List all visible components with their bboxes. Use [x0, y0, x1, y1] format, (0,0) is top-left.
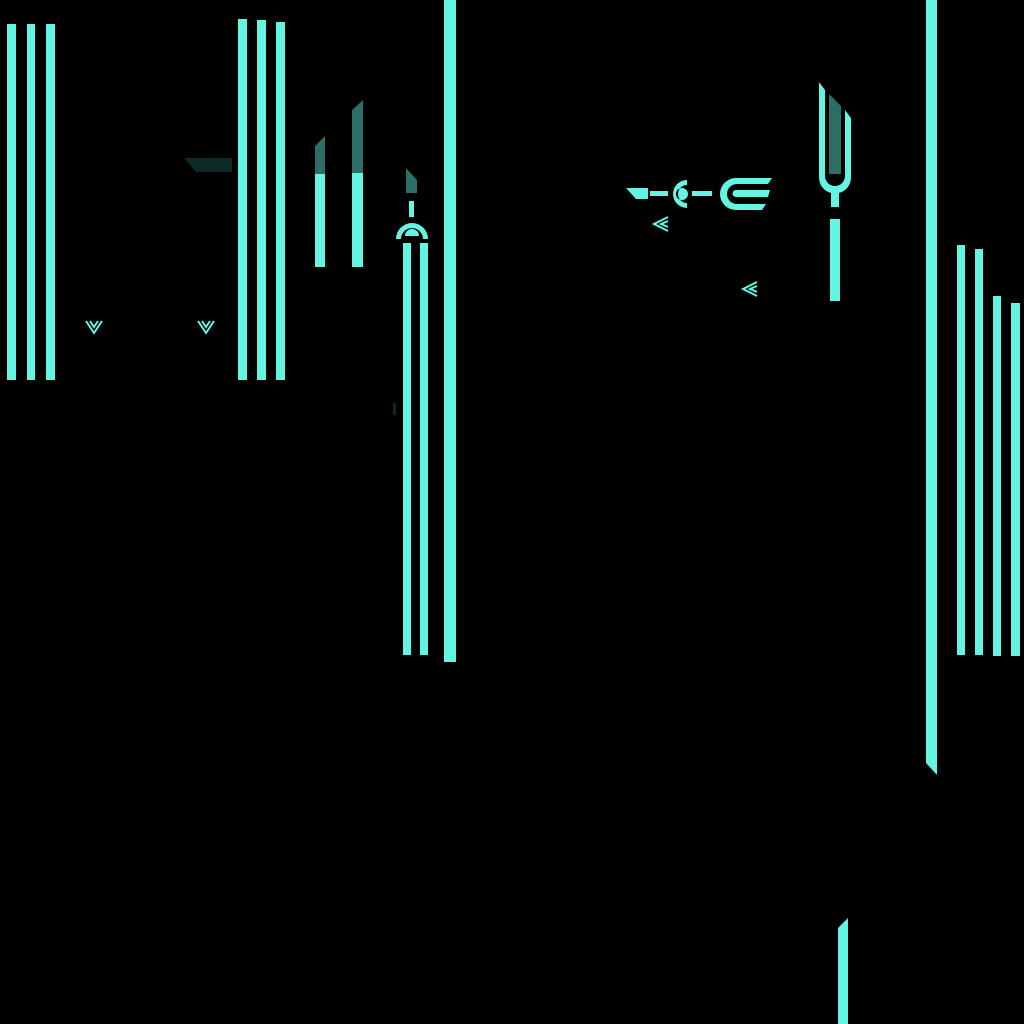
coupler-rod-left [650, 191, 668, 196]
bottom-bar [838, 918, 848, 1024]
left-bar-1 [7, 24, 16, 380]
tuning-fork-stem [830, 219, 840, 301]
arch-connector-assembly [393, 168, 428, 655]
right-bar-2 [975, 249, 983, 655]
angled-bar-2 [352, 173, 363, 267]
right-bar-4 [1011, 303, 1020, 656]
shadow-sliver [184, 158, 232, 172]
tuning-fork-icon [819, 82, 851, 207]
arch-stem [409, 201, 414, 217]
chevron-down-icon [85, 320, 103, 335]
coupler-icon [673, 180, 688, 208]
angled-bar-1 [315, 174, 325, 267]
right-bar-group [957, 245, 1020, 656]
angled-bar-2-top [352, 100, 363, 173]
left-bar-group [7, 24, 55, 380]
tuning-fork-inner [829, 94, 841, 174]
tall-bar-center [444, 0, 456, 662]
arch-stem-top [406, 168, 417, 193]
right-bar-3 [993, 296, 1001, 656]
second-bar-group [238, 19, 285, 380]
angled-bar-pair [315, 100, 363, 267]
gripper-claw-icon [720, 178, 772, 210]
right-bar-1 [957, 245, 965, 655]
second-bar-3 [276, 22, 285, 380]
coupler-blade [626, 188, 648, 199]
arch-bar-left [403, 243, 411, 655]
second-bar-1 [238, 19, 247, 380]
left-bar-3 [46, 24, 55, 380]
arch-connector-icon [396, 223, 428, 239]
angled-bar-1-top [315, 136, 325, 174]
coupler-assembly [626, 178, 772, 210]
chevron-left-icon [651, 216, 669, 232]
coupler-rod-right [692, 191, 712, 196]
left-bar-2 [27, 24, 35, 380]
second-bar-2 [257, 20, 266, 380]
tall-bar-right [926, 0, 937, 775]
chevron-left-icon [740, 281, 758, 297]
arch-bar-right [420, 243, 428, 655]
chevron-down-icon [197, 320, 215, 335]
tuning-fork-assembly [819, 82, 851, 301]
tiny-notch [393, 403, 396, 415]
